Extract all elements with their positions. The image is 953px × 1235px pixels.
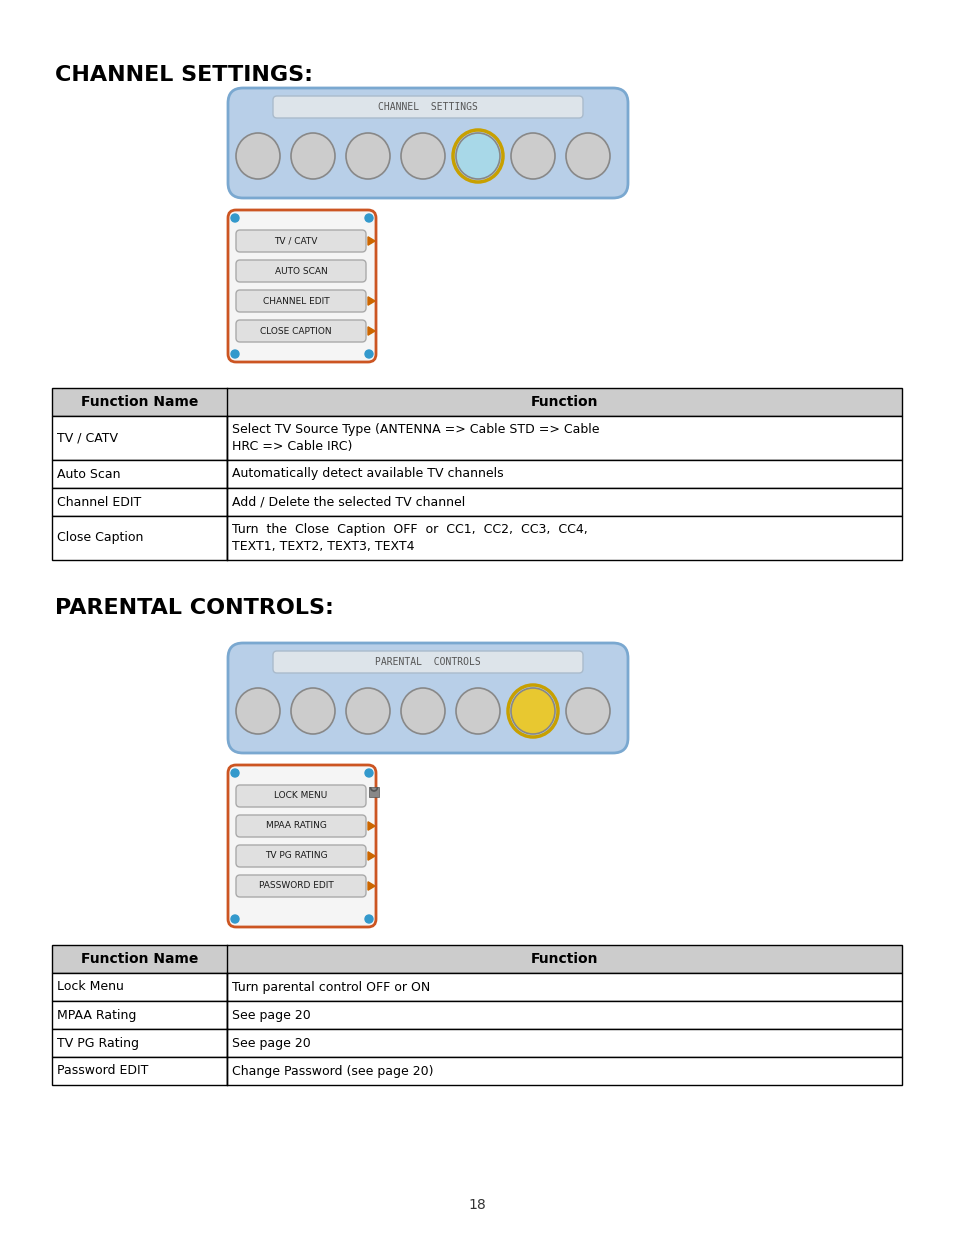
Bar	[227, 416, 901, 459]
Text: Automatically detect available TV channels: Automatically detect available TV channe…	[232, 468, 503, 480]
FancyBboxPatch shape	[228, 210, 375, 362]
Bar	[52, 945, 901, 973]
FancyBboxPatch shape	[235, 230, 366, 252]
Bar	[52, 416, 227, 459]
Ellipse shape	[511, 688, 555, 734]
Text: TV PG Rating: TV PG Rating	[57, 1036, 139, 1050]
Text: See page 20: See page 20	[232, 1036, 311, 1050]
FancyBboxPatch shape	[228, 643, 627, 753]
FancyBboxPatch shape	[273, 96, 582, 119]
Bar	[227, 1057, 901, 1086]
FancyBboxPatch shape	[235, 320, 366, 342]
Text: MPAA Rating: MPAA Rating	[57, 1009, 136, 1021]
Ellipse shape	[456, 133, 499, 179]
Text: Add / Delete the selected TV channel: Add / Delete the selected TV channel	[232, 495, 465, 509]
Text: TV PG RATING: TV PG RATING	[264, 851, 327, 861]
Text: Function Name: Function Name	[81, 952, 198, 966]
Bar	[52, 516, 227, 559]
Bar	[52, 973, 227, 1002]
Text: Lock Menu: Lock Menu	[57, 981, 124, 993]
Ellipse shape	[235, 688, 280, 734]
Ellipse shape	[291, 133, 335, 179]
Text: PARENTAL  CONTROLS: PARENTAL CONTROLS	[375, 657, 480, 667]
FancyBboxPatch shape	[235, 261, 366, 282]
Bar	[369, 787, 378, 797]
Text: CHANNEL EDIT: CHANNEL EDIT	[262, 296, 329, 305]
Bar	[52, 459, 227, 488]
Circle shape	[231, 769, 239, 777]
Bar	[52, 1002, 227, 1029]
Circle shape	[365, 350, 373, 358]
Text: Change Password (see page 20): Change Password (see page 20)	[232, 1065, 433, 1077]
Text: TV / CATV: TV / CATV	[57, 431, 118, 445]
FancyBboxPatch shape	[228, 88, 627, 198]
Text: LOCK MENU: LOCK MENU	[274, 792, 327, 800]
Text: Function Name: Function Name	[81, 395, 198, 409]
Polygon shape	[368, 882, 375, 890]
FancyBboxPatch shape	[235, 290, 366, 312]
Bar	[52, 488, 227, 516]
FancyBboxPatch shape	[235, 845, 366, 867]
FancyBboxPatch shape	[228, 764, 375, 927]
Polygon shape	[368, 296, 375, 305]
FancyBboxPatch shape	[235, 785, 366, 806]
Text: Turn  the  Close  Caption  OFF  or  CC1,  CC2,  CC3,  CC4,
TEXT1, TEXT2, TEXT3, : Turn the Close Caption OFF or CC1, CC2, …	[232, 522, 587, 553]
Bar	[227, 1029, 901, 1057]
Text: AUTO SCAN: AUTO SCAN	[274, 267, 327, 275]
Text: Turn parental control OFF or ON: Turn parental control OFF or ON	[232, 981, 430, 993]
Text: CLOSE CAPTION: CLOSE CAPTION	[260, 326, 332, 336]
Text: Function: Function	[530, 952, 598, 966]
Ellipse shape	[400, 133, 444, 179]
Text: Close Caption: Close Caption	[57, 531, 143, 545]
Bar	[227, 1002, 901, 1029]
Ellipse shape	[400, 688, 444, 734]
Circle shape	[365, 915, 373, 923]
Text: CHANNEL SETTINGS:: CHANNEL SETTINGS:	[55, 65, 313, 85]
Ellipse shape	[346, 688, 390, 734]
Text: Password EDIT: Password EDIT	[57, 1065, 149, 1077]
Bar	[227, 488, 901, 516]
Text: PARENTAL CONTROLS:: PARENTAL CONTROLS:	[55, 598, 334, 618]
Bar	[227, 516, 901, 559]
Text: TV / CATV: TV / CATV	[274, 236, 317, 246]
Text: MPAA RATING: MPAA RATING	[265, 821, 326, 830]
Ellipse shape	[456, 688, 499, 734]
Polygon shape	[368, 327, 375, 335]
Bar	[227, 973, 901, 1002]
Circle shape	[365, 214, 373, 222]
Polygon shape	[368, 237, 375, 246]
Circle shape	[231, 350, 239, 358]
Circle shape	[231, 214, 239, 222]
FancyBboxPatch shape	[235, 876, 366, 897]
Ellipse shape	[565, 688, 609, 734]
Bar	[227, 459, 901, 488]
Ellipse shape	[511, 133, 555, 179]
FancyBboxPatch shape	[273, 651, 582, 673]
Circle shape	[365, 769, 373, 777]
Text: 18: 18	[468, 1198, 485, 1212]
Polygon shape	[368, 821, 375, 830]
Text: CHANNEL  SETTINGS: CHANNEL SETTINGS	[377, 103, 477, 112]
Ellipse shape	[346, 133, 390, 179]
Text: PASSWORD EDIT: PASSWORD EDIT	[258, 882, 333, 890]
Bar	[52, 388, 901, 416]
Bar	[52, 1057, 227, 1086]
Text: Function: Function	[530, 395, 598, 409]
Ellipse shape	[291, 688, 335, 734]
Text: Auto Scan: Auto Scan	[57, 468, 120, 480]
Text: Select TV Source Type (ANTENNA => Cable STD => Cable
HRC => Cable IRC): Select TV Source Type (ANTENNA => Cable …	[232, 424, 598, 453]
Text: See page 20: See page 20	[232, 1009, 311, 1021]
Polygon shape	[368, 852, 375, 861]
Text: Channel EDIT: Channel EDIT	[57, 495, 141, 509]
Ellipse shape	[235, 133, 280, 179]
Circle shape	[231, 915, 239, 923]
FancyBboxPatch shape	[235, 815, 366, 837]
Ellipse shape	[565, 133, 609, 179]
Bar	[52, 1029, 227, 1057]
